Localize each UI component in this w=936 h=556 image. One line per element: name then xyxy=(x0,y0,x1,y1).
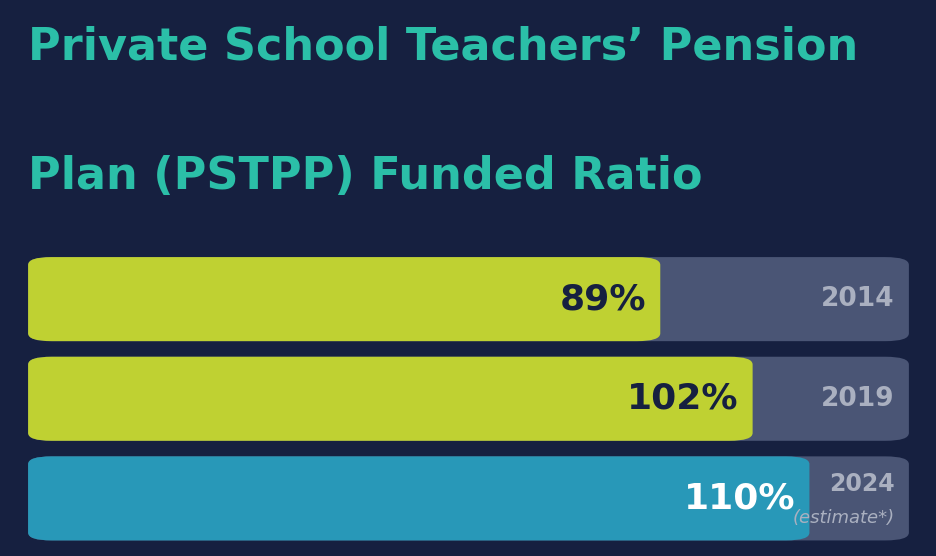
FancyBboxPatch shape xyxy=(28,456,809,540)
Text: 2014: 2014 xyxy=(821,286,894,312)
Text: Plan (PSTPP) Funded Ratio: Plan (PSTPP) Funded Ratio xyxy=(28,155,702,198)
Text: 102%: 102% xyxy=(626,382,738,416)
FancyBboxPatch shape xyxy=(28,456,908,540)
Text: 89%: 89% xyxy=(559,282,646,316)
FancyBboxPatch shape xyxy=(28,257,908,341)
Text: Private School Teachers’ Pension: Private School Teachers’ Pension xyxy=(28,25,857,68)
FancyBboxPatch shape xyxy=(28,357,752,441)
FancyBboxPatch shape xyxy=(28,357,908,441)
Text: 2024: 2024 xyxy=(828,472,894,496)
Text: 2019: 2019 xyxy=(820,386,894,412)
FancyBboxPatch shape xyxy=(28,257,660,341)
Text: 110%: 110% xyxy=(683,481,795,515)
Text: (estimate*): (estimate*) xyxy=(792,509,894,527)
